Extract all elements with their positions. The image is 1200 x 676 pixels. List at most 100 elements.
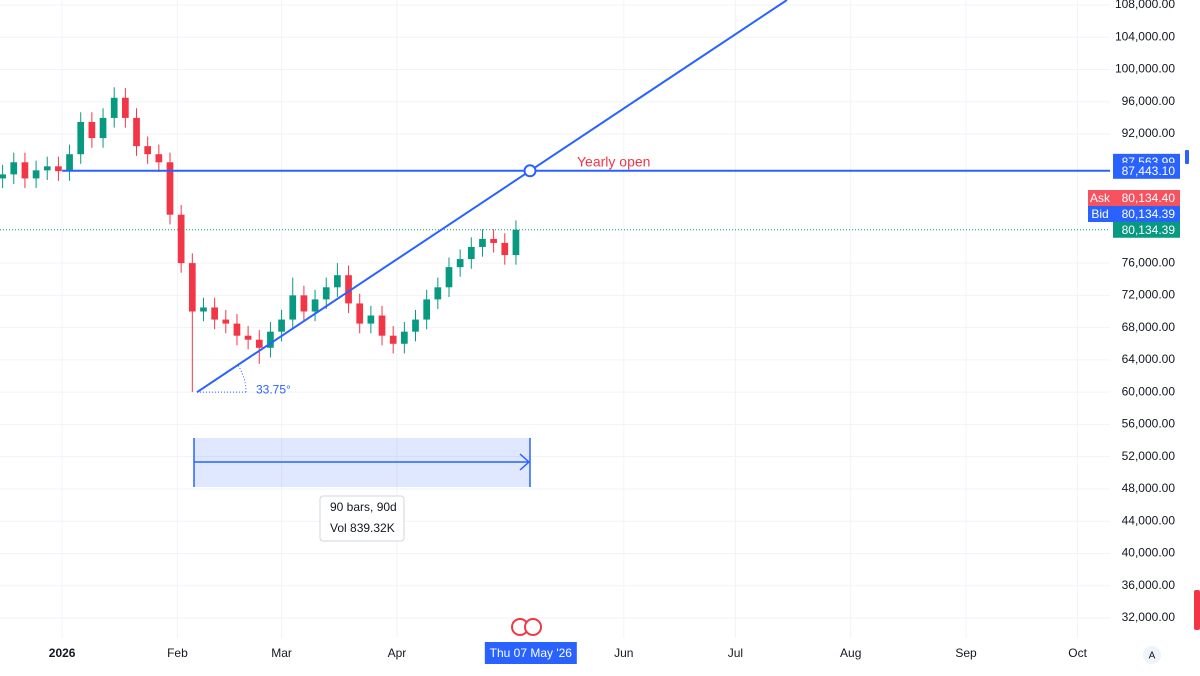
trend-line — [196, 0, 788, 393]
x-tick-label: Feb — [167, 646, 188, 660]
x-tick-label: Aug — [840, 646, 861, 660]
candle-body — [356, 303, 364, 324]
candle-body — [155, 154, 163, 163]
y-tick-label: 36,000.00 — [1122, 578, 1176, 592]
y-tick-label: 32,000.00 — [1122, 610, 1176, 624]
y-tick-label: 60,000.00 — [1122, 384, 1176, 398]
candle-body — [0, 174, 6, 179]
candle-body — [66, 154, 73, 172]
last-price-box — [1113, 221, 1180, 238]
candle-body — [345, 275, 352, 304]
y-tick-label: 92,000.00 — [1122, 126, 1176, 140]
anchor-point — [523, 164, 537, 178]
candle-body — [88, 121, 96, 139]
y-tick-label: 40,000.00 — [1122, 546, 1176, 560]
candle-body — [501, 242, 509, 256]
candle-body — [255, 339, 263, 348]
candle-body — [445, 267, 453, 288]
candle-body — [278, 319, 285, 332]
candle-body — [110, 97, 118, 118]
scale-mode: A — [1149, 651, 1156, 662]
candle-body — [122, 97, 129, 118]
candle-body — [300, 295, 308, 312]
candle-body — [334, 275, 341, 288]
y-tick-label: 96,000.00 — [1122, 94, 1176, 108]
candle-body — [177, 214, 185, 264]
x-tick-label: Jul — [728, 646, 743, 660]
ask-price-box — [1113, 190, 1180, 206]
y-tick-label: 104,000.00 — [1115, 29, 1175, 43]
candle-body — [434, 287, 442, 300]
last-price: 80,134.39 — [1122, 223, 1176, 237]
candle-body — [233, 323, 241, 336]
y-tick-label: 76,000.00 — [1122, 255, 1176, 269]
candle-body — [311, 299, 319, 312]
candle-body — [389, 335, 397, 344]
candle-body — [133, 117, 140, 147]
y-tick-label: 108,000.00 — [1115, 0, 1175, 11]
candle-body — [55, 166, 62, 172]
candle-body — [211, 307, 218, 320]
candle-body — [289, 295, 297, 320]
candle-body — [32, 170, 40, 179]
bid-tag — [1088, 206, 1113, 222]
ask-name: Ask — [1090, 191, 1111, 205]
y-tick-label: 68,000.00 — [1122, 320, 1176, 334]
angle-label: 33.75° — [256, 382, 291, 396]
candle-body — [222, 319, 230, 324]
x-tick-label: Sep — [955, 646, 977, 660]
candle-body — [378, 315, 386, 336]
candle-body — [423, 299, 431, 320]
candle-body — [188, 263, 196, 312]
candle-body — [456, 259, 464, 268]
range-info-box — [319, 495, 405, 542]
range-info: 90 bars, 90d — [330, 500, 397, 514]
range-arrowhead — [519, 453, 531, 471]
bid-name: Bid — [1091, 207, 1108, 221]
crosshair-date-box — [484, 642, 577, 664]
y-tick-label: 100,000.00 — [1115, 62, 1175, 76]
expand-handle — [1185, 150, 1189, 164]
candle-body — [467, 246, 475, 260]
y-tick-label: 48,000.00 — [1122, 481, 1176, 495]
range-info: Vol 839.32K — [330, 521, 395, 535]
candle-body — [400, 331, 408, 344]
ask-price: 80,134.40 — [1122, 191, 1176, 205]
event-icon — [524, 618, 542, 636]
candle-body — [412, 319, 419, 332]
x-tick-label: Oct — [1068, 646, 1087, 660]
crosshair-date: Thu 07 May '26 — [490, 646, 573, 660]
x-tick-label: 2026 — [49, 646, 76, 660]
y-tick-label: 72,000.00 — [1122, 288, 1176, 302]
candle-body — [367, 315, 375, 324]
candle-body — [99, 117, 107, 139]
y-tick-label: 64,000.00 — [1122, 352, 1176, 366]
y-tick-label: 52,000.00 — [1122, 449, 1176, 463]
candle-body — [490, 238, 497, 243]
candle-body — [144, 146, 152, 155]
candle-body — [77, 121, 85, 155]
bid-price: 80,134.39 — [1122, 207, 1176, 221]
candle-body — [10, 162, 18, 175]
yearly-open-price: 87,443.10 — [1122, 164, 1176, 178]
yearly-open-text: Yearly open — [577, 154, 650, 170]
candle-body — [200, 307, 207, 312]
candle-body — [512, 229, 520, 256]
x-tick-label: Apr — [388, 646, 407, 660]
ask-tag — [1088, 190, 1113, 206]
candle-body — [322, 287, 330, 300]
scale-mode-button[interactable] — [1143, 646, 1161, 664]
y-tick-label: 56,000.00 — [1122, 417, 1176, 431]
candle-body — [267, 331, 274, 348]
yearly-open-price-box — [1113, 162, 1180, 179]
candle-body — [479, 238, 486, 247]
x-tick-label: Mar — [271, 646, 292, 660]
candle-body — [43, 166, 51, 171]
x-tick-label: Jun — [614, 646, 633, 660]
candle-body — [21, 162, 29, 179]
candle-body — [166, 162, 174, 215]
y-tick-label: 44,000.00 — [1122, 513, 1176, 527]
candle-body — [244, 335, 252, 340]
side-tab — [1194, 590, 1200, 630]
